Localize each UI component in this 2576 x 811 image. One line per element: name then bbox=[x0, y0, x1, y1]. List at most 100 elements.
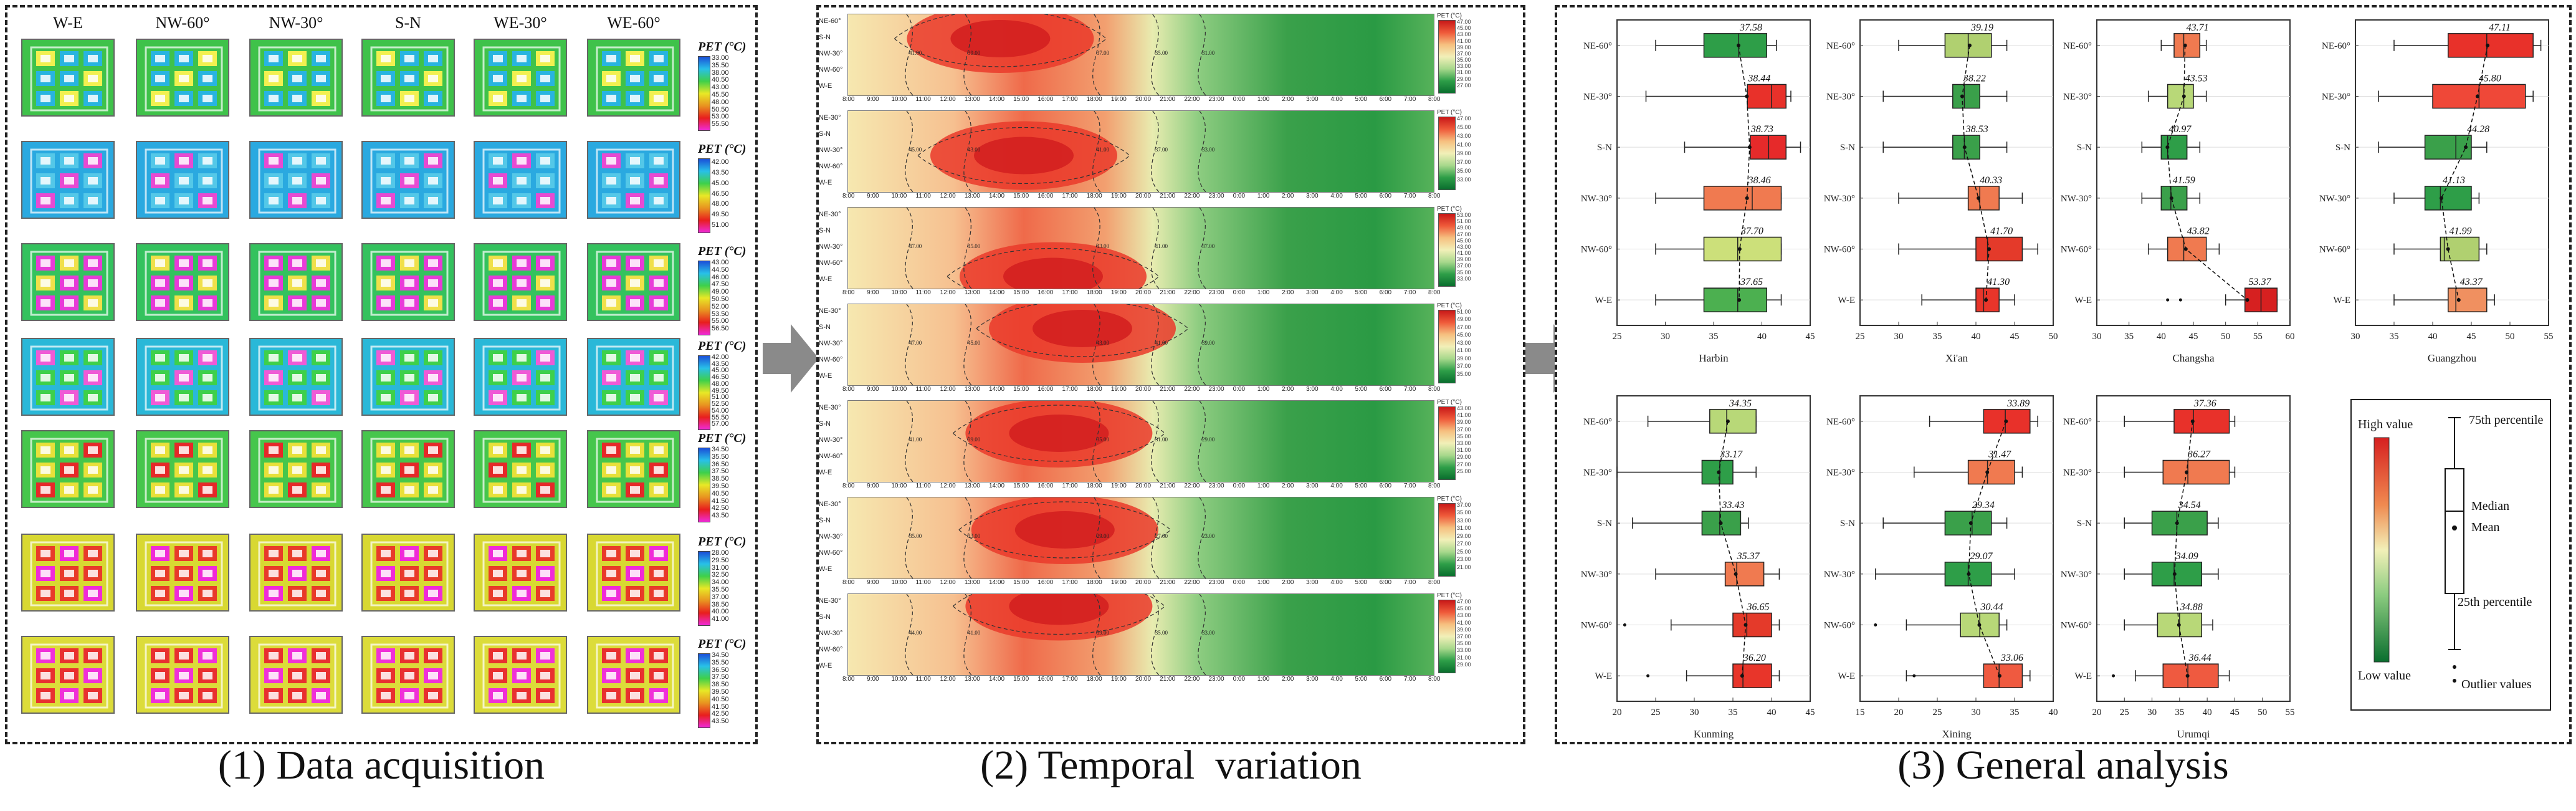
strip-row-label: NE-30° bbox=[819, 597, 841, 605]
temporal-contour-strip: 44.00 41.00 39.00 35.00 33.00 bbox=[847, 593, 1434, 676]
time-tick-label: 10:00 bbox=[891, 386, 907, 393]
mean-label: 43.53 bbox=[2185, 74, 2208, 84]
mean-label: 38.46 bbox=[1748, 175, 1771, 186]
category-label: NE-60° bbox=[1826, 417, 1855, 427]
mean-point bbox=[2440, 196, 2444, 200]
strip-colorbar-tick: 47.00 bbox=[1457, 19, 1471, 25]
strip-colorbar-tick: 41.00 bbox=[1457, 347, 1471, 354]
category-label: NE-30° bbox=[2063, 92, 2092, 102]
time-tick-label: 7:00 bbox=[1403, 579, 1416, 586]
time-tick-label: 17:00 bbox=[1062, 193, 1078, 199]
pet-map-tile bbox=[474, 430, 567, 508]
strip-colorbar-tick: 37.00 bbox=[1457, 262, 1471, 269]
strip-colorbar-tick: 39.00 bbox=[1457, 626, 1471, 633]
strip-colorbar-tick: 27.00 bbox=[1457, 461, 1471, 468]
strip-colorbar bbox=[1438, 20, 1456, 94]
time-tick-label: 6:00 bbox=[1379, 289, 1392, 296]
mean-label: 34.54 bbox=[2178, 500, 2201, 511]
time-tick-label: 22:00 bbox=[1184, 482, 1200, 489]
mean-point bbox=[1745, 196, 1749, 200]
strip-legend-title: PET (°C) bbox=[1437, 399, 1462, 406]
box bbox=[2151, 562, 2203, 587]
pet-tick-label: 38.50 bbox=[712, 600, 729, 608]
pet-tick-label: 43.00 bbox=[712, 84, 729, 92]
strip-legend-title: PET (°C) bbox=[1437, 302, 1462, 309]
time-tick-label: 8:00 bbox=[1428, 96, 1441, 103]
strip-row-label: NW-30° bbox=[819, 50, 843, 57]
pet-colorbar bbox=[698, 653, 710, 728]
pet-map-tile bbox=[361, 534, 455, 612]
pet-tick-label: 35.50 bbox=[712, 585, 729, 593]
x-tick-label: 50 bbox=[2258, 708, 2267, 717]
time-tick-label: 6:00 bbox=[1379, 193, 1392, 199]
strip-colorbar-tick: 51.00 bbox=[1457, 218, 1471, 225]
time-tick-label: 20:00 bbox=[1135, 193, 1152, 199]
time-tick-label: 5:00 bbox=[1355, 482, 1367, 489]
pet-map-tile bbox=[249, 39, 343, 117]
boxplot-3: NE-60° 47.11 NE-30° 45.80 S-N 44.28 NW-30° 41.1… bbox=[2319, 19, 2554, 364]
strip-colorbar-tick: 45.00 bbox=[1457, 237, 1471, 244]
pet-tick-label: 52.00 bbox=[712, 302, 729, 310]
pet-tick-label: 35.50 bbox=[712, 61, 729, 69]
x-tick-label: 45 bbox=[1806, 332, 1815, 342]
time-tick-label: 0:00 bbox=[1233, 676, 1246, 683]
mean-label: 36.65 bbox=[1746, 602, 1769, 613]
mean-label: 37.70 bbox=[1740, 226, 1763, 237]
mean-trend-line bbox=[2441, 45, 2488, 300]
category-label: NW-60° bbox=[2061, 621, 2092, 631]
time-tick-label: 19:00 bbox=[1110, 289, 1127, 296]
time-tick-label: 4:00 bbox=[1330, 579, 1343, 586]
pet-map-tile bbox=[474, 636, 567, 714]
strip-colorbar-tick: 41.00 bbox=[1457, 142, 1471, 148]
pet-map-tile bbox=[249, 141, 343, 219]
mean-point bbox=[2486, 43, 2490, 47]
time-tick-label: 13:00 bbox=[964, 193, 980, 199]
pet-tick-label: 52.50 bbox=[712, 400, 729, 408]
strip-colorbar-tick: 45.00 bbox=[1457, 25, 1471, 32]
strip-row-label: W-E bbox=[819, 469, 832, 476]
category-label: NE-60° bbox=[2063, 417, 2092, 427]
strip-row-label: W-E bbox=[819, 662, 832, 669]
strip-colorbar-tick: 33.00 bbox=[1457, 517, 1471, 524]
time-tick-label: 10:00 bbox=[891, 193, 907, 199]
mean-point bbox=[1725, 419, 1730, 423]
pet-legend: PET (°C) 42.00 43.50 45.00 46.50 48.00 49.50 51… bbox=[698, 339, 754, 433]
pet-tick-label: 38.00 bbox=[712, 69, 729, 77]
strip-colorbar-tick: 41.00 bbox=[1457, 250, 1471, 257]
box bbox=[2160, 135, 2188, 160]
pet-tick-label: 40.50 bbox=[712, 489, 729, 497]
time-tick-label: 2:00 bbox=[1282, 482, 1294, 489]
strip-row-label: W-E bbox=[819, 82, 832, 90]
time-tick-label: 7:00 bbox=[1403, 289, 1416, 296]
mean-point bbox=[2464, 145, 2468, 150]
strip-colorbar-tick: 33.00 bbox=[1457, 440, 1471, 446]
temporal-contour-strip: 45.00 43.00 41.00 37.00 33.00 bbox=[847, 110, 1434, 193]
time-tick-label: 10:00 bbox=[891, 676, 907, 683]
category-label: NE-60° bbox=[1826, 41, 1855, 51]
column-header-0: W-E bbox=[53, 14, 83, 32]
pet-map-tile bbox=[361, 338, 455, 416]
pet-tick-label: 36.50 bbox=[712, 666, 729, 674]
mean-label: 43.37 bbox=[2460, 277, 2483, 287]
strip-colorbar-tick: 29.00 bbox=[1457, 454, 1471, 461]
mean-point bbox=[1734, 572, 1738, 576]
time-tick-label: 8:00 bbox=[842, 386, 855, 393]
mean-label: 44.28 bbox=[2467, 124, 2489, 135]
x-tick-label: 20 bbox=[2092, 708, 2102, 717]
time-tick-label: 14:00 bbox=[989, 676, 1005, 683]
pet-tick-label: 41.00 bbox=[712, 615, 729, 623]
time-tick-label: 3:00 bbox=[1306, 482, 1319, 489]
temporal-contour-strip: 41.00 39.00 35.00 31.00 29.00 bbox=[847, 400, 1434, 482]
strip-colorbar-tick: 53.00 bbox=[1457, 212, 1471, 218]
box bbox=[2448, 287, 2488, 312]
category-label: W-E bbox=[1595, 295, 1613, 305]
time-tick-label: 5:00 bbox=[1355, 289, 1367, 296]
time-tick-label: 1:00 bbox=[1257, 96, 1270, 103]
time-tick-label: 21:00 bbox=[1160, 193, 1176, 199]
contour-label: 37.00 bbox=[1155, 146, 1168, 153]
time-tick-label: 7:00 bbox=[1403, 482, 1416, 489]
x-tick-label: 30 bbox=[1894, 332, 1904, 342]
time-tick-label: 15:00 bbox=[1013, 386, 1029, 393]
time-tick-label: 8:00 bbox=[1428, 579, 1441, 586]
outlier-point bbox=[1623, 623, 1626, 626]
